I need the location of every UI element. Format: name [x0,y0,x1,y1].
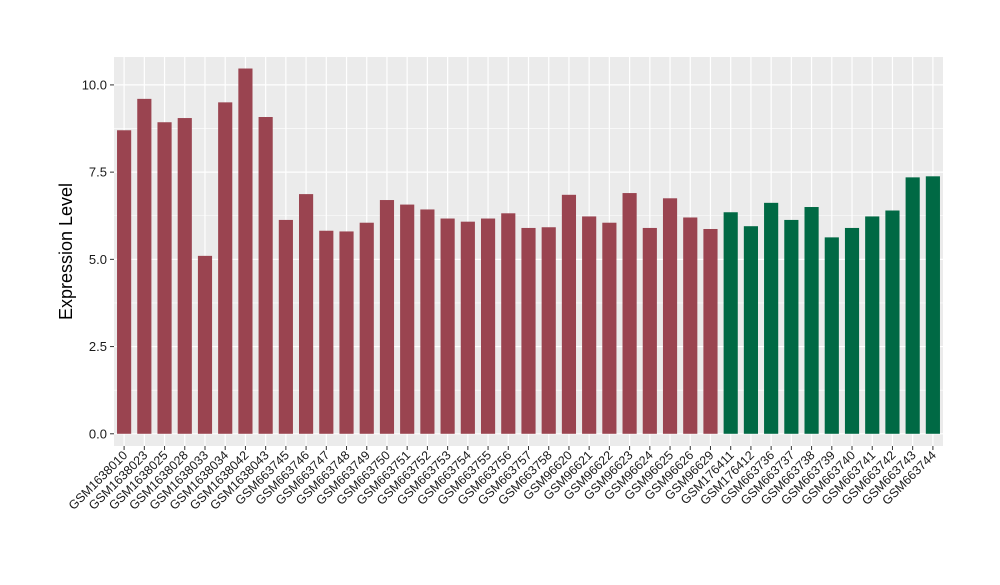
bar [197,255,213,434]
bar [278,219,293,434]
bar [440,218,455,434]
bar [602,222,617,434]
y-tick-label: 2.5 [89,339,107,354]
bar [400,204,415,434]
y-tick-label: 7.5 [89,165,107,180]
bar [379,200,395,434]
bar [521,227,536,434]
bar [844,227,860,434]
bars [117,68,940,434]
bar [218,102,233,434]
bar [703,228,718,434]
bar [642,227,657,434]
bar [541,227,556,434]
y-axis: 0.0 2.5 5.0 7.5 10.0 [82,77,114,441]
bar [319,230,334,434]
bar [460,221,475,434]
bar [177,118,192,434]
bar [723,212,738,434]
bar [683,217,698,434]
bar [157,122,172,434]
bar [824,237,839,434]
bar [258,117,273,434]
bar [582,216,597,434]
bar [117,130,132,434]
bar [804,207,819,434]
bar [764,202,779,434]
bar [622,193,637,434]
bar [238,68,253,434]
bar [420,209,435,434]
bar [501,213,516,434]
x-axis: GSM1638010GSM1638023GSM1638025GSM1638028… [66,446,939,513]
bar [662,198,678,434]
bar [339,231,354,434]
bar [784,219,799,434]
bar [925,176,940,434]
bar [885,210,900,434]
y-tick-label: 10.0 [82,77,107,92]
y-tick-label: 0.0 [89,426,107,441]
y-tick-label: 5.0 [89,252,107,267]
bar [743,226,758,434]
bar [299,194,314,434]
y-axis-title: Expression Level [56,183,76,320]
bar [137,98,152,434]
bar [480,218,496,434]
bar [905,177,920,434]
bar [359,222,374,434]
bar [561,194,577,434]
bar [865,216,880,434]
